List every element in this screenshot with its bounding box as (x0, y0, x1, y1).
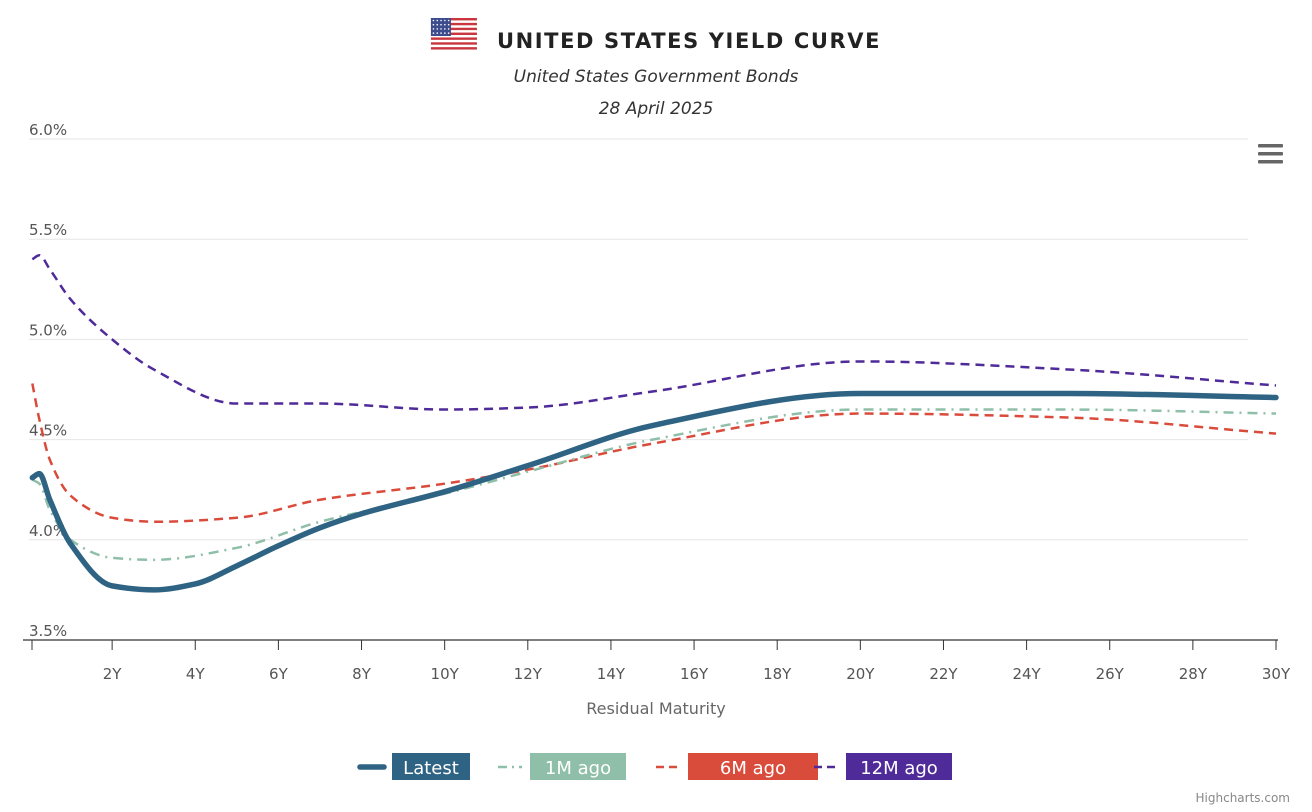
x-tick-label: 10Y (431, 665, 460, 683)
x-tick-label: 30Y (1262, 665, 1291, 683)
legend-item-12m-ago[interactable]: 12M ago (814, 753, 952, 780)
us-flag-icon (430, 18, 477, 53)
chart-header: UNITED STATES YIELD CURVE United States … (430, 18, 881, 119)
series-line-6m-ago[interactable] (31, 383, 1277, 524)
x-tick-label: 20Y (846, 665, 875, 683)
series-line-12m-ago[interactable] (31, 253, 1277, 411)
legend-label[interactable]: 12M ago (860, 758, 938, 779)
chart-menu-button[interactable] (1252, 138, 1288, 170)
grid-lines (29, 138, 1248, 541)
hamburger-menu-icon[interactable] (1258, 144, 1283, 164)
legend-label-box[interactable] (688, 753, 818, 780)
y-tick-label: 4.5% (29, 422, 67, 440)
y-tick-label: 4.0% (29, 522, 67, 540)
y-axis-labels: 3.5% 4.0% 4.5% 5.0% 5.5% 6.0% (29, 121, 67, 640)
x-tick-label: 6Y (269, 665, 289, 683)
credits-link[interactable]: Highcharts.com (1196, 791, 1290, 805)
x-tick-label: 26Y (1096, 665, 1125, 683)
y-tick-label: 5.5% (29, 221, 67, 239)
y-tick-label: 3.5% (29, 622, 67, 640)
series-line-1m-ago[interactable] (31, 408, 1277, 562)
x-axis: 2Y 4Y 6Y 8Y 10Y 12Y 14Y 16Y 18Y 20Y 22Y 24Y 26Y 28Y 30… (23, 639, 1291, 683)
x-tick-label: 14Y (597, 665, 626, 683)
chart-legend: Latest 1M ago 6M ago 12M ago (357, 753, 952, 780)
legend-label-box[interactable] (846, 753, 952, 780)
x-tick-label: 12Y (514, 665, 543, 683)
x-tick-label: 28Y (1179, 665, 1208, 683)
x-tick-label: 22Y (929, 665, 958, 683)
y-tick-label: 6.0% (29, 121, 67, 139)
y-tick-label: 5.0% (29, 321, 67, 339)
x-tick-label: 2Y (103, 665, 123, 683)
x-tick-label: 18Y (763, 665, 792, 683)
chart-subtitle: United States Government Bonds (514, 67, 799, 87)
legend-item-1m-ago[interactable]: 1M ago (498, 753, 626, 780)
legend-label[interactable]: Latest (403, 758, 459, 779)
x-tick-label: 24Y (1012, 665, 1041, 683)
legend-item-6m-ago[interactable]: 6M ago (656, 753, 818, 780)
legend-label[interactable]: 6M ago (720, 758, 786, 779)
series-layer (29, 253, 1279, 593)
legend-item-latest[interactable]: Latest (357, 753, 470, 780)
chart-title: UNITED STATES YIELD CURVE (497, 29, 881, 53)
chart-date: 28 April 2025 (599, 99, 714, 119)
series-line-latest[interactable] (29, 390, 1279, 593)
legend-label-box[interactable] (392, 753, 470, 780)
x-tick-label: 4Y (186, 665, 206, 683)
legend-label-box[interactable] (530, 753, 626, 780)
x-tick-label: 8Y (352, 665, 372, 683)
x-tick-label: 16Y (680, 665, 709, 683)
x-axis-title: Residual Maturity (586, 699, 725, 718)
legend-label[interactable]: 1M ago (545, 758, 611, 779)
